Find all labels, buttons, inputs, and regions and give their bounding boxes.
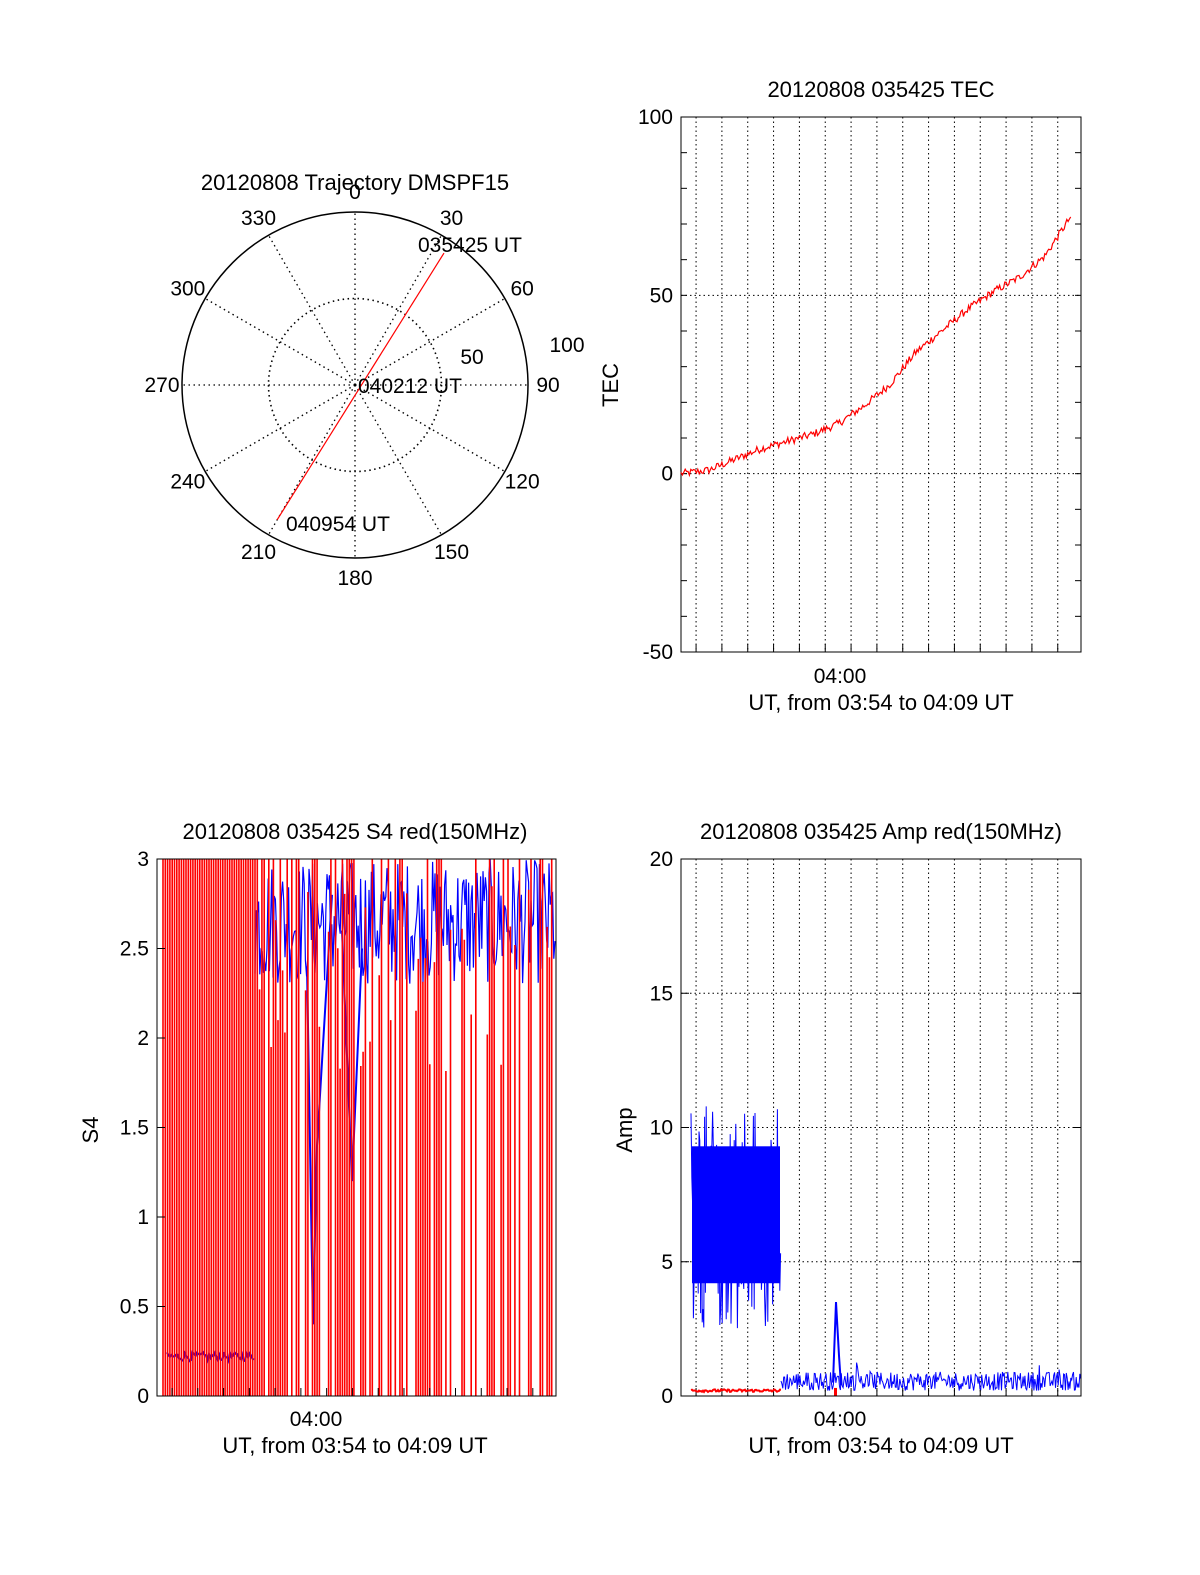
s4-ytick-label: 1.5 (120, 1117, 149, 1140)
tec-xlabel: UT, from 03:54 to 04:09 UT (748, 690, 1013, 715)
polar-angle-label: 180 (337, 567, 372, 590)
s4-ytick-label: 2.5 (120, 938, 149, 961)
tec-yticks: 100 50 0 -50 (638, 106, 673, 664)
polar-spoke (204, 297, 356, 386)
amp-xlabel: UT, from 03:54 to 04:09 UT (748, 1433, 1013, 1458)
amp-ylabel: Amp (612, 1107, 637, 1152)
amp-blue-core (692, 1146, 780, 1284)
amp-red-dot (834, 1387, 837, 1396)
s4-yticks: 3 2.5 2 1.5 1 0.5 0 (120, 848, 149, 1408)
polar-angle-label: 60 (510, 278, 533, 301)
s4-ytick-label: 0.5 (120, 1296, 149, 1319)
polar-grid: 0 30 60 90 120 150 180 210 240 270 300 330 50 100 (144, 181, 584, 590)
tec-plot: 20120808 035425 TEC 100 50 0 -50 04:00 UT, … (598, 77, 1082, 715)
polar-angle-label: 330 (241, 207, 276, 230)
s4-ylabel: S4 (78, 1117, 103, 1144)
amp-ytick-label: 15 (650, 982, 673, 1005)
s4-series (162, 859, 556, 1396)
polar-radial-tick-50: 50 (460, 346, 483, 369)
amp-red-low (690, 1387, 782, 1394)
polar-spoke (267, 234, 356, 386)
polar-spoke (354, 234, 443, 386)
polar-angle-label: 150 (434, 541, 469, 564)
polar-series (276, 252, 445, 521)
amp-ytick-label: 20 (650, 848, 673, 871)
polar-angle-label: 240 (170, 471, 205, 494)
polar-angle-label: 270 (144, 374, 179, 397)
s4-ytick-label: 1 (137, 1206, 149, 1229)
amp-series (690, 1106, 1082, 1396)
amp-blue-spike (832, 1301, 842, 1386)
s4-xtick-0400: 04:00 (290, 1408, 343, 1431)
amp-ytick-label: 10 (650, 1117, 673, 1140)
s4-blue-high (254, 859, 556, 984)
amp-ytick-label: 5 (661, 1251, 673, 1274)
s4-xlabel: UT, from 03:54 to 04:09 UT (222, 1433, 487, 1458)
amp-grid (681, 858, 1081, 1397)
s4-title: 20120808 035425 S4 red(150MHz) (183, 819, 528, 844)
s4-plot: 20120808 035425 S4 red(150MHz) 3 2.5 2 1.5 1… (78, 819, 557, 1458)
polar-angle-label: 210 (241, 541, 276, 564)
s4-ytick-label: 3 (137, 848, 149, 871)
polar-ring-100 (181, 211, 529, 559)
s4-ytick-label: 2 (137, 1027, 149, 1050)
polar-title: 20120808 Trajectory DMSPF15 (201, 170, 509, 195)
tec-ytick-label: -50 (643, 641, 673, 664)
polar-trajectory-line (276, 252, 445, 521)
s4-ytick-label: 0 (137, 1385, 149, 1408)
amp-yticks: 20 15 10 5 0 (650, 848, 673, 1408)
polar-angle-label: 30 (440, 207, 463, 230)
polar-angle-label: 120 (505, 471, 540, 494)
tec-ytick-label: 0 (661, 463, 673, 486)
amp-blue-low (780, 1362, 1082, 1392)
polar-angle-label: 0 (349, 181, 361, 204)
polar-spoke (354, 297, 506, 386)
polar-angle-label: 90 (536, 374, 559, 397)
tec-ytick-label: 100 (638, 106, 673, 129)
polar-annotation-start: 035425 UT (418, 234, 522, 257)
amp-ytick-label: 0 (661, 1385, 673, 1408)
tec-ytick-label: 50 (650, 284, 673, 307)
polar-plot: 20120808 Trajectory DMSPF15 0 30 60 90 120 15… (144, 170, 584, 590)
tec-grid (681, 116, 1081, 653)
tec-series-line (680, 216, 1072, 478)
polar-annotation-end: 040954 UT (286, 513, 390, 536)
polar-annotation-mid: 040212 UT (358, 375, 462, 398)
polar-radial-tick-100: 100 (549, 334, 584, 357)
polar-angle-label: 300 (170, 278, 205, 301)
amp-xtick-0400: 04:00 (814, 1408, 867, 1431)
tec-ylabel: TEC (598, 363, 623, 407)
tec-plot-area (680, 116, 1082, 653)
amp-title: 20120808 035425 Amp red(150MHz) (700, 819, 1062, 844)
amp-plot: 20120808 035425 Amp red(150MHz) 20 15 10 5 0… (612, 819, 1082, 1458)
s4-plot-area (156, 858, 557, 1397)
tec-xtick-0400: 04:00 (814, 665, 867, 688)
polar-ring-50 (267, 297, 443, 473)
amp-plot-area (680, 858, 1082, 1397)
tec-title: 20120808 035425 TEC (767, 77, 994, 102)
